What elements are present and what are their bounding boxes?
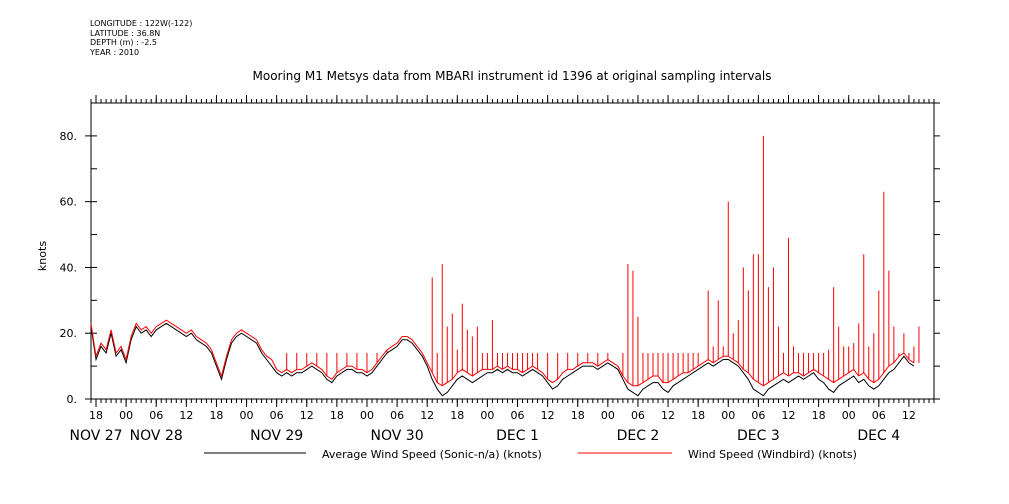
day-label: DEC 4 (857, 428, 900, 444)
x-tick-label: 06 (511, 409, 525, 422)
day-label: DEC 3 (737, 428, 780, 444)
latitude-text: LATITUDE : 36.8N (90, 28, 161, 38)
y-tick-labels: 0. 20. 40. 60. 80. (60, 130, 78, 406)
x-tick-label: 12 (541, 409, 555, 422)
x-tick-label: 00 (842, 409, 856, 422)
legend-label-average: Average Wind Speed (Sonic-n/a) (knots) (322, 448, 542, 461)
x-tick-label: 06 (149, 409, 163, 422)
y-tick-label: 60. (60, 196, 78, 209)
x-tick-label: 18 (209, 409, 223, 422)
x-tick-label: 06 (872, 409, 886, 422)
y-tick-label: 0. (67, 393, 78, 406)
day-label: DEC 1 (496, 428, 539, 444)
metadata-block: LONGITUDE : 122W(-122) LATITUDE : 36.8N … (90, 19, 192, 57)
y-tick-label: 40. (60, 261, 78, 274)
legend: Average Wind Speed (Sonic-n/a) (knots) W… (204, 448, 857, 461)
legend-label-windbird: Wind Speed (Windbird) (knots) (688, 448, 857, 461)
x-tick-label: 18 (450, 409, 464, 422)
x-tick-label: 18 (89, 409, 103, 422)
x-tick-label: 12 (179, 409, 193, 422)
day-label: NOV 29 (250, 428, 303, 444)
day-label: NOV 30 (371, 428, 424, 444)
longitude-text: LONGITUDE : 122W(-122) (90, 19, 193, 28)
x-tick-label: 12 (781, 409, 795, 422)
x-tick-label: 12 (902, 409, 916, 422)
y-axis-label: knots (36, 241, 49, 271)
x-tick-label: 00 (721, 409, 735, 422)
x-tick-label: 00 (240, 409, 254, 422)
x-tick-label: 06 (270, 409, 284, 422)
y-tick-label: 80. (60, 130, 78, 143)
day-labels: NOV 27 NOV 28 NOV 29 NOV 30 DEC 1 DEC 2 DEC 3 D… (69, 428, 900, 444)
day-label: DEC 2 (617, 428, 660, 444)
x-tick-label: 06 (390, 409, 404, 422)
x-tick-labels: 18 00 06 12 18 00 06 12 18 00 06 12 18 00 06 12 18 00 06 12… (89, 409, 916, 422)
y-tick-label: 20. (60, 327, 78, 340)
x-tick-label: 00 (119, 409, 133, 422)
x-tick-label: 00 (480, 409, 494, 422)
x-tick-label: 00 (601, 409, 615, 422)
average-wind-line (90, 322, 915, 397)
x-tick-label: 18 (691, 409, 705, 422)
year-text: YEAR : 2010 (90, 47, 140, 57)
x-tick-label: 18 (571, 409, 585, 422)
series-layer (90, 135, 920, 397)
x-tick-label: 12 (420, 409, 434, 422)
day-label: NOV 28 (130, 428, 183, 444)
x-tick-label: 18 (330, 409, 344, 422)
x-tick-label: 12 (300, 409, 314, 422)
depth-text: DEPTH (m) : -2.5 (90, 38, 157, 47)
axis-ticks (85, 95, 940, 407)
x-tick-label: 00 (360, 409, 374, 422)
x-tick-label: 12 (661, 409, 675, 422)
windbird-line (90, 319, 915, 387)
day-label: NOV 27 (69, 428, 122, 444)
x-tick-label: 18 (812, 409, 826, 422)
x-tick-label: 06 (751, 409, 765, 422)
chart-title: Mooring M1 Metsys data from MBARI instru… (253, 69, 772, 83)
x-tick-label: 06 (631, 409, 645, 422)
